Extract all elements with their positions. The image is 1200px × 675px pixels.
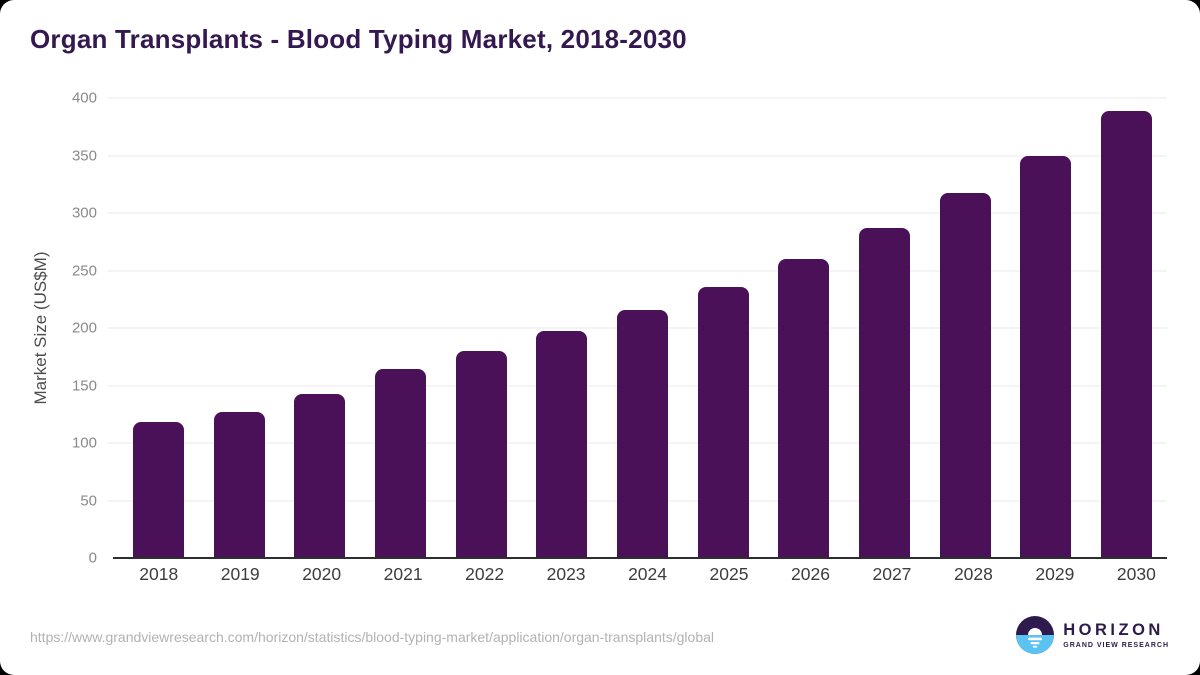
bar-slot-2029 (1006, 98, 1087, 558)
bar-slot-2026 (764, 98, 845, 558)
bar-slot-2023 (521, 98, 602, 558)
plot-area (108, 97, 1167, 559)
y-axis-title: Market Size (US$M) (31, 251, 50, 405)
bar-2020 (294, 393, 346, 558)
bar-2025 (697, 286, 749, 558)
bar-slot-2018 (118, 98, 199, 558)
bar-slot-2020 (279, 98, 360, 558)
logo-subtitle: GRAND VIEW RESEARCH (1063, 641, 1169, 649)
x-tick-label-2030: 2030 (1116, 564, 1156, 584)
bar-2022 (455, 351, 507, 558)
x-tick-label-2029: 2029 (1035, 564, 1075, 584)
bar-2018 (132, 422, 184, 558)
x-axis-line (113, 557, 1167, 559)
x-tick-label-2026: 2026 (791, 564, 830, 584)
bar-2028 (939, 193, 991, 558)
x-tick-label-2019: 2019 (220, 564, 260, 584)
chart-title: Organ Transplants - Blood Typing Market,… (30, 24, 687, 54)
bar-slot-2022 (441, 98, 522, 558)
x-tick-label-2023: 2023 (546, 564, 586, 584)
y-tick-label-150: 150 (71, 377, 97, 394)
bar-slot-2019 (199, 98, 280, 558)
bar-2024 (616, 309, 668, 558)
x-tick-label-2028: 2028 (953, 564, 993, 584)
bar-slot-2024 (602, 98, 683, 558)
x-tick-label-2021: 2021 (383, 564, 423, 584)
x-tick-label-2020: 2020 (302, 564, 342, 584)
bar-2030 (1101, 110, 1153, 558)
bar-2021 (374, 369, 426, 558)
bar-2029 (1020, 155, 1072, 558)
logo-wordmark: HORIZON (1063, 620, 1164, 639)
x-axis-tick-labels: 2018 2019 2020 2021 2022 2023 2024 2025 2026 2027… (108, 564, 1177, 585)
gridline-400 (108, 97, 1167, 99)
y-tick-label-100: 100 (71, 434, 97, 452)
y-tick-label-50: 50 (80, 492, 97, 509)
x-tick-label-2018: 2018 (139, 564, 179, 584)
y-tick-label-400: 400 (71, 89, 97, 107)
x-tick-label-2022: 2022 (465, 564, 505, 584)
x-tick-label-2027: 2027 (872, 564, 912, 584)
bar-slot-2025 (683, 98, 764, 558)
y-tick-label-300: 300 (71, 204, 97, 222)
bar-2023 (536, 331, 588, 558)
y-tick-label-250: 250 (71, 262, 97, 279)
y-tick-label-200: 200 (71, 319, 97, 337)
sunrise-horizon-circle-icon (1016, 616, 1055, 654)
bar-series (108, 98, 1167, 558)
bar-slot-2030 (1086, 98, 1167, 558)
bar-2026 (778, 259, 830, 558)
y-tick-label-350: 350 (71, 147, 97, 164)
source-url: https://www.grandviewresearch.com/horizo… (30, 629, 714, 645)
bar-slot-2027 (844, 98, 925, 558)
x-tick-label-2024: 2024 (628, 564, 668, 584)
y-tick-label-0: 0 (88, 549, 97, 567)
bar-2027 (859, 227, 911, 558)
gridline-250 (108, 270, 1167, 271)
bar-2019 (213, 411, 265, 558)
logo-text: HORIZON GRAND VIEW RESEARCH (1063, 620, 1169, 649)
x-tick-label-2025: 2025 (709, 564, 749, 584)
y-axis-tick-labels: 0 50 100 150 200 250 300 350 400 (55, 91, 97, 566)
bar-slot-2028 (925, 98, 1006, 558)
gridline-350 (108, 155, 1167, 156)
horizon-logo: HORIZON GRAND VIEW RESEARCH (1016, 616, 1169, 654)
bar-slot-2021 (360, 98, 441, 558)
gridline-300 (108, 212, 1167, 214)
